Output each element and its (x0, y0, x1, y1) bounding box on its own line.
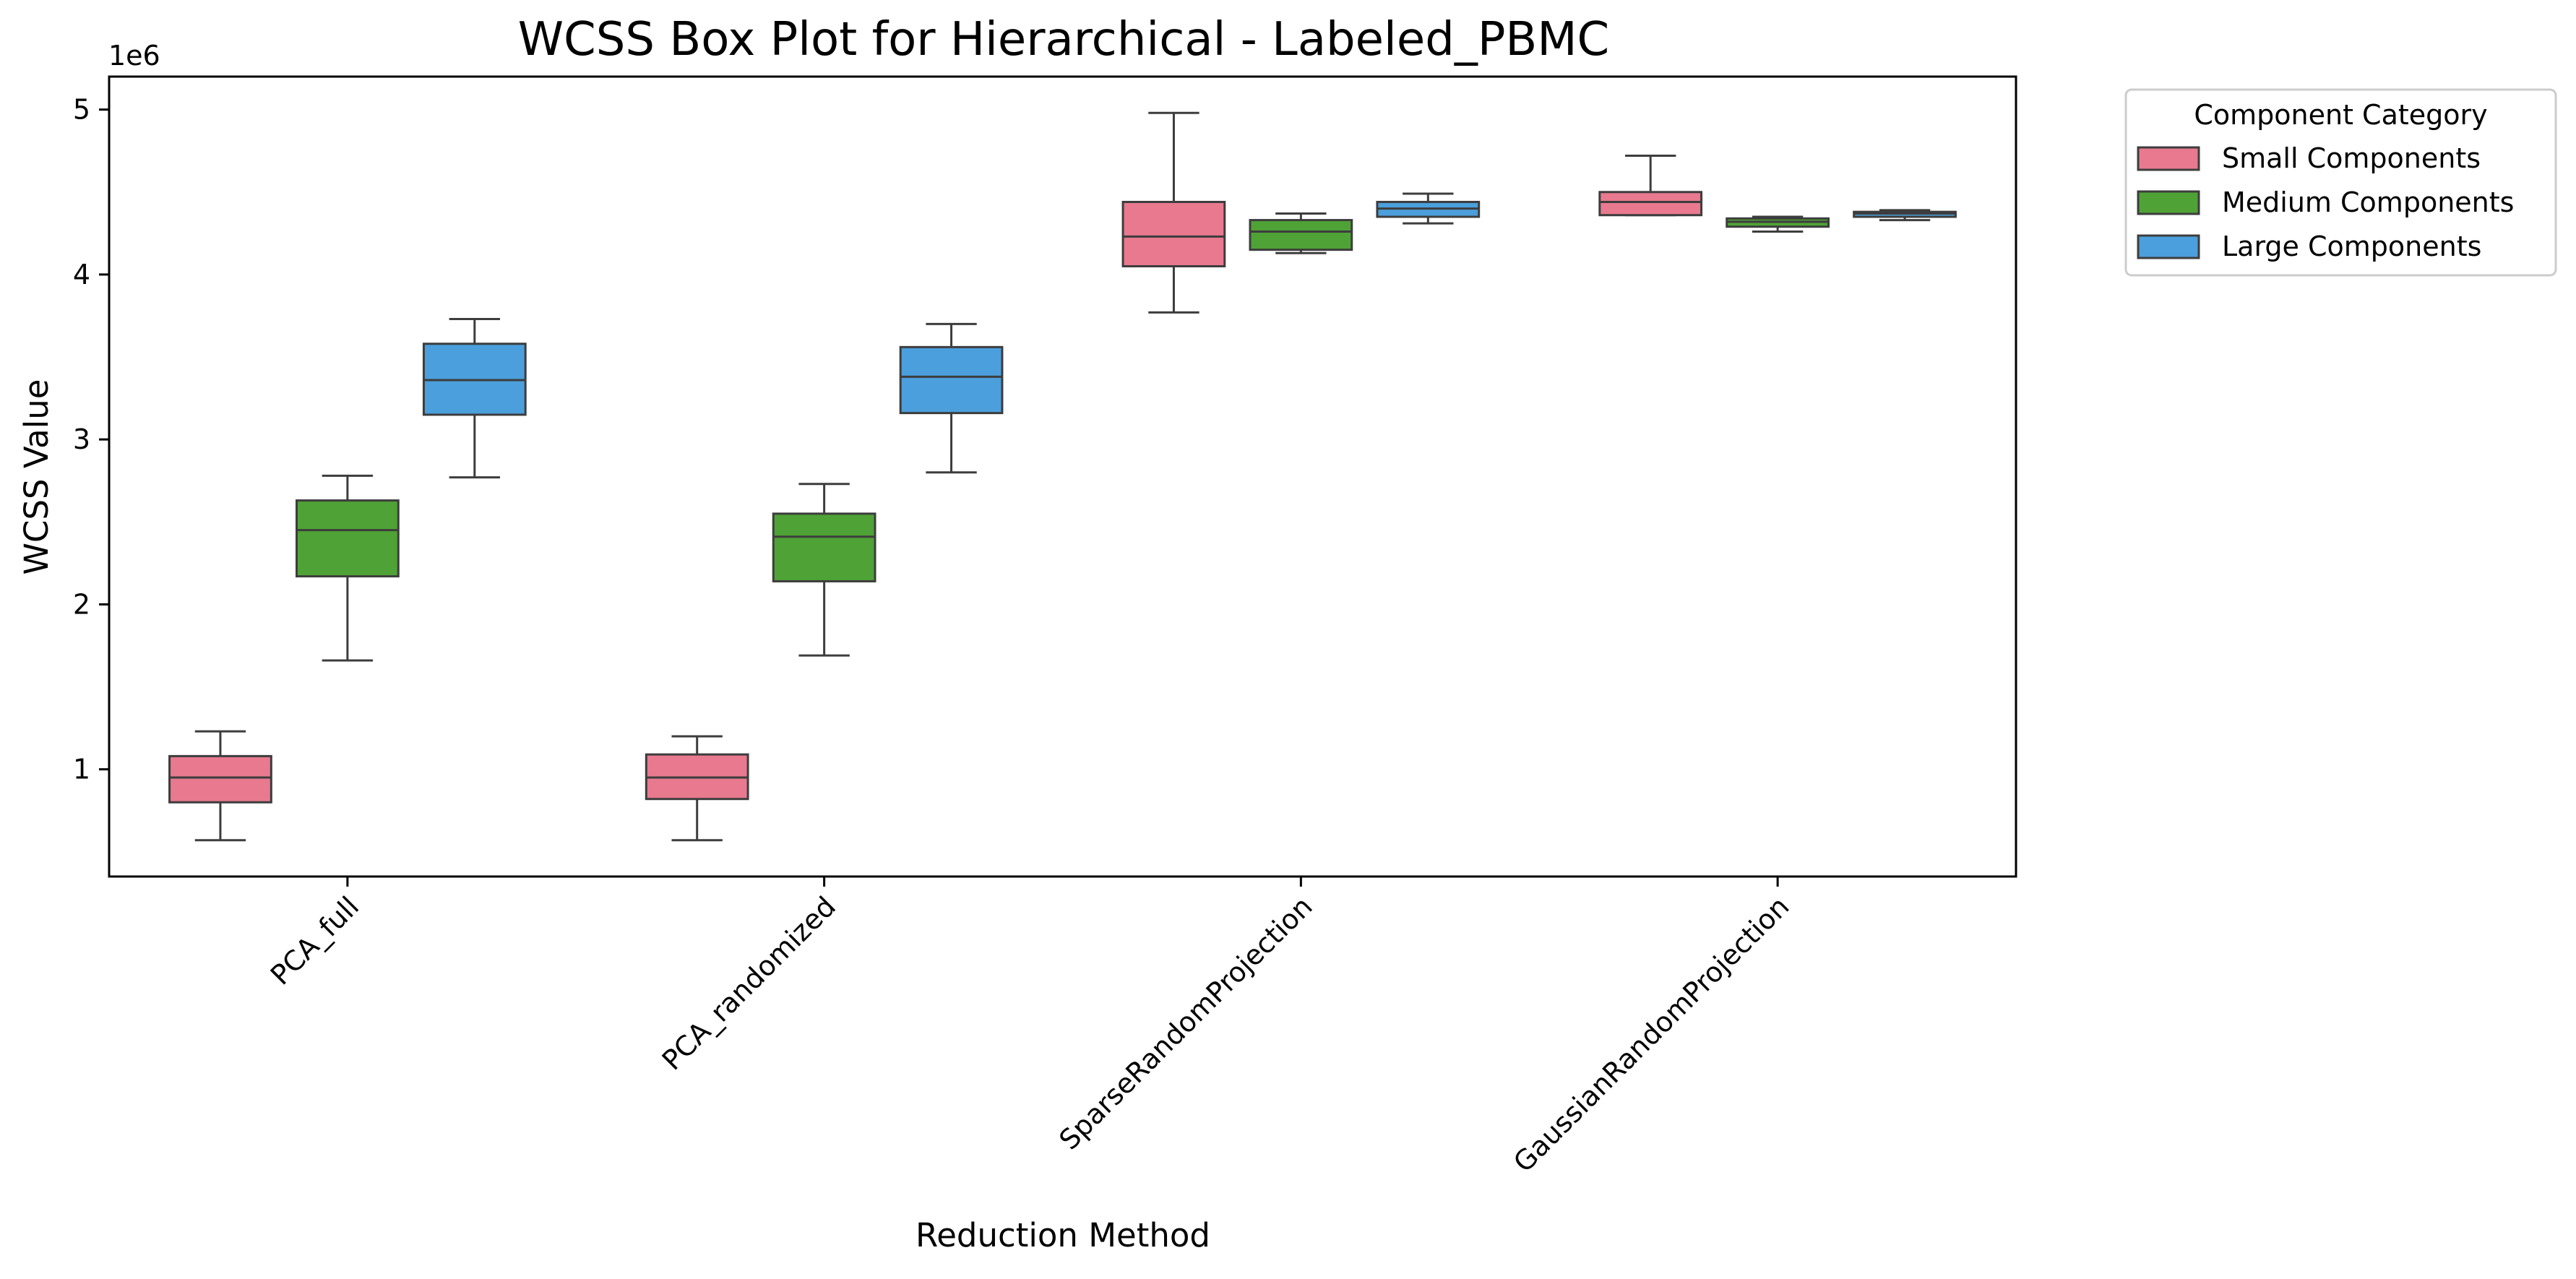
y-tick-label: 3 (73, 423, 90, 455)
x-tick-label: SparseRandomProjection (1053, 890, 1318, 1155)
x-axis-label: Reduction Method (916, 1216, 1210, 1254)
box-iqr (899, 345, 1004, 415)
box-large-components (1376, 192, 1481, 225)
legend-label-small-components: Small Components (2222, 142, 2481, 174)
box-iqr (1121, 200, 1226, 267)
box-medium-components (1249, 212, 1353, 254)
x-tick-label: PCA_full (264, 890, 365, 991)
x-tick-label: PCA_randomized (656, 890, 842, 1076)
box-iqr (772, 512, 876, 582)
y-axis-label: WCSS Value (17, 379, 56, 575)
chart-title: WCSS Box Plot for Hierarchical - Labeled… (518, 13, 1609, 66)
y-axis-offset-label: 1e6 (108, 40, 160, 72)
legend-swatch-small-components (2137, 146, 2200, 171)
box-medium-components (772, 483, 876, 657)
y-tick-label: 5 (73, 94, 90, 126)
plot-area: 1 2 3 4 5 PCA_full PCA_randomized SparseRandomP… (73, 75, 2017, 1179)
y-tick-label: 2 (73, 588, 90, 620)
box-large-components (899, 322, 1004, 474)
legend-label-large-components: Large Components (2222, 231, 2481, 262)
box-iqr (168, 754, 272, 804)
legend-frame (2124, 88, 2557, 277)
legend-label-medium-components: Medium Components (2222, 186, 2514, 218)
y-tick-label: 1 (73, 754, 90, 785)
x-tick-label: GaussianRandomProjection (1507, 890, 1796, 1179)
legend-title: Component Category (2194, 99, 2487, 131)
box-large-components (1853, 209, 1957, 222)
legend-swatch-medium-components (2137, 190, 2200, 215)
box-small-components (1598, 155, 1703, 217)
box-iqr (1249, 219, 1353, 251)
box-medium-components (296, 474, 400, 662)
plot-frame (108, 75, 2017, 878)
legend-swatch-large-components (2137, 234, 2200, 259)
box-iqr (1598, 191, 1703, 217)
legend: Component Category Small Components Medium… (2124, 88, 2557, 277)
box-iqr (296, 499, 400, 578)
y-tick-label: 4 (73, 259, 90, 290)
box-small-components (1121, 111, 1226, 314)
box-large-components (422, 318, 527, 479)
box-small-components (645, 735, 749, 842)
box-small-components (168, 730, 272, 842)
box-medium-components (1726, 215, 1830, 233)
